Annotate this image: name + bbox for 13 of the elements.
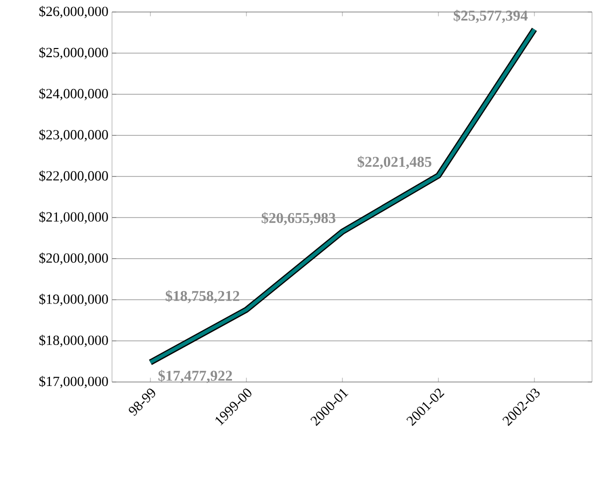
y-tick-label: $25,000,000 <box>39 46 108 60</box>
y-tick-label: $19,000,000 <box>39 294 108 306</box>
data-label: $25,577,394 <box>454 10 528 23</box>
y-tick-label: $18,000,000 <box>39 334 108 348</box>
y-tick-label: $24,000,000 <box>39 88 108 100</box>
y-tick-label: $22,000,000 <box>39 170 108 183</box>
y-tick-label: $17,000,000 <box>39 376 108 388</box>
y-tick-label: $23,000,000 <box>39 129 108 142</box>
y-tick-label: $20,000,000 <box>39 252 108 265</box>
data-label: $22,021,485 <box>358 156 432 170</box>
y-tick-label: $26,000,000 <box>39 6 108 18</box>
y-tick-label: $21,000,000 <box>39 211 108 224</box>
data-label: $17,477,922 <box>158 370 232 383</box>
